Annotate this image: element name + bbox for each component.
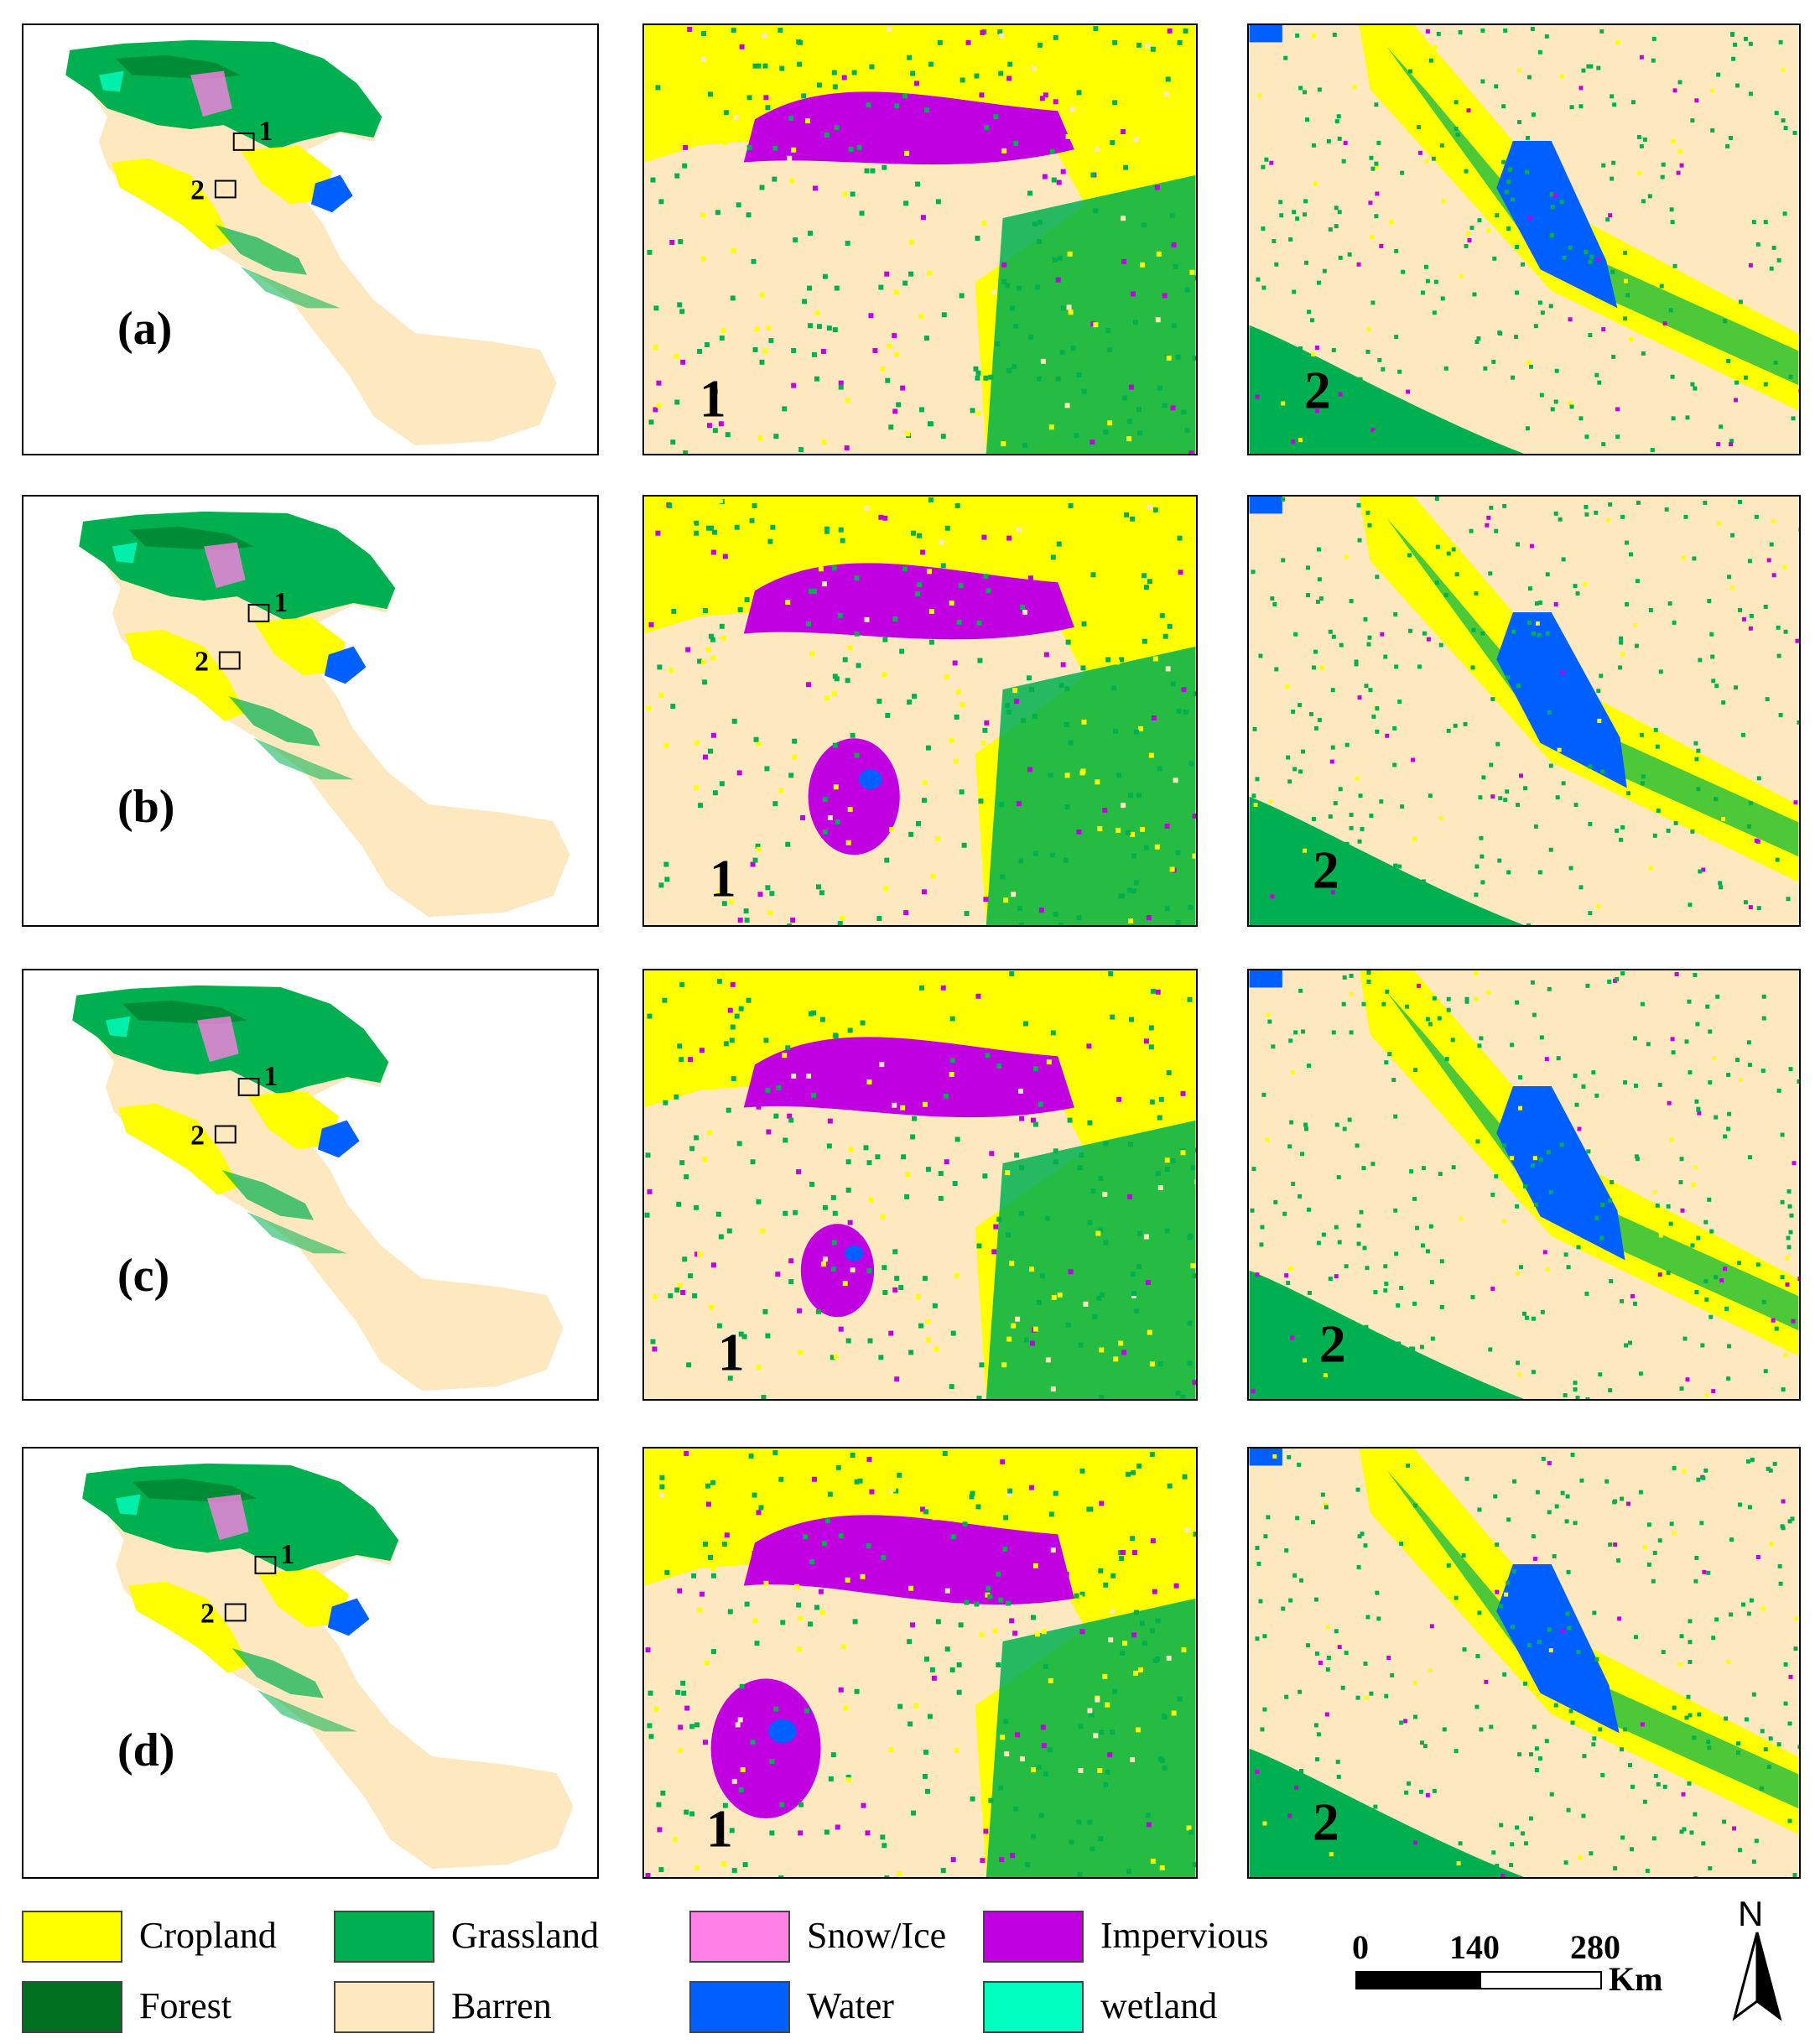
overview-map-svg: 1 2 [72,985,564,1391]
inset-map-2-svg: 2 [1249,497,1799,925]
legend-swatch [689,1981,790,2033]
inset-map-2-row-4: 2 [1247,1447,1801,1879]
inset-map-1-svg: 1 [644,1448,1196,1877]
inset-map-1-row-2: 1 [642,495,1198,927]
inset-2-number: 2 [1313,840,1339,899]
legend-label: Forest [139,1985,231,2026]
inset-1-number: 1 [718,1322,745,1381]
study-box-2-label: 2 [190,174,205,205]
study-box-1-label: 1 [280,1539,294,1570]
inset-map-1-svg: 1 [644,497,1196,925]
inset-map-2-row-2: 2 [1247,495,1801,927]
legend-label: Water [807,1985,894,2026]
inset-map-2-svg: 2 [1249,25,1799,454]
study-box-1 [254,1555,277,1574]
study-box-2-label: 2 [195,646,209,677]
overview-map-svg: 1 2 [65,39,557,446]
scale-unit: Km [1609,1960,1663,1998]
inset-map-2-row-1: 2 [1247,23,1801,455]
overview-map-svg: 1 2 [82,1463,574,1870]
legend-label: Grassland [451,1915,599,1956]
inset-1-number: 1 [710,848,736,908]
scale-tick-280: 280 [1570,1928,1620,1966]
legend-label: Barren [451,1985,552,2026]
scale-bar-white-segment [1480,1971,1602,1989]
legend-swatch [983,1981,1084,2033]
legend-swatch [334,1911,434,1963]
study-box-1-label: 1 [258,116,273,147]
study-box-1-label: 1 [263,1061,278,1092]
row-label: (b) [117,781,175,833]
legend-label: wetland [1100,1985,1218,2026]
scale-bar: 0 140 280 [1352,1927,1620,2003]
legend-swatch [22,1981,122,2033]
legend-label: Snow/Ice [807,1915,947,1956]
study-box-1-label: 1 [273,587,288,618]
study-box-2 [214,179,237,199]
study-box-1 [232,132,255,151]
overview-map-2: 1 2 (b) [22,495,599,927]
overview-map-4: 1 2 (d) [22,1447,599,1879]
study-box-2-label: 2 [190,1120,205,1151]
legend-swatch [334,1981,434,2033]
study-box-2-label: 2 [200,1598,215,1629]
inset-map-2-svg: 2 [1249,1448,1799,1877]
inset-map-1-row-1: 1 [642,23,1198,455]
inset-map-2-svg: 2 [1249,970,1799,1399]
inset-map-2-row-3: 2 [1247,969,1801,1401]
inset-1-number: 1 [706,1798,733,1858]
study-box-1 [237,1077,260,1096]
row-label: (a) [117,303,173,355]
legend-label: Cropland [139,1915,277,1956]
inset-1-number: 1 [699,368,726,428]
row-label: (d) [117,1724,175,1776]
scale-tick-140: 140 [1449,1928,1500,1966]
study-box-1 [247,603,270,622]
scale-tick-0: 0 [1352,1928,1369,1966]
legend-swatch [983,1911,1084,1963]
study-box-2 [218,651,241,670]
inset-map-1-svg: 1 [644,970,1196,1399]
legend-swatch [689,1911,790,1963]
study-box-2 [214,1125,237,1144]
scale-bar-black-segment [1355,1971,1480,1989]
inset-map-1-row-4: 1 [642,1447,1198,1879]
north-label: N [1738,1894,1764,1933]
legend-swatch [22,1911,122,1963]
inset-2-number: 2 [1304,360,1331,419]
north-arrow-icon [1732,1932,1782,2021]
inset-map-1-row-3: 1 [642,969,1198,1401]
study-box-2 [224,1603,247,1622]
north-arrow: N [1728,1894,1786,2021]
overview-map-svg: 1 2 [79,511,570,918]
inset-2-number: 2 [1313,1792,1339,1851]
row-label: (c) [117,1250,170,1302]
inset-map-1-svg: 1 [644,25,1196,454]
legend-label: Impervious [1100,1915,1269,1956]
overview-map-3: 1 2 (c) [22,969,599,1401]
inset-2-number: 2 [1319,1313,1346,1373]
overview-map-1: 1 2 (a) [22,23,599,455]
